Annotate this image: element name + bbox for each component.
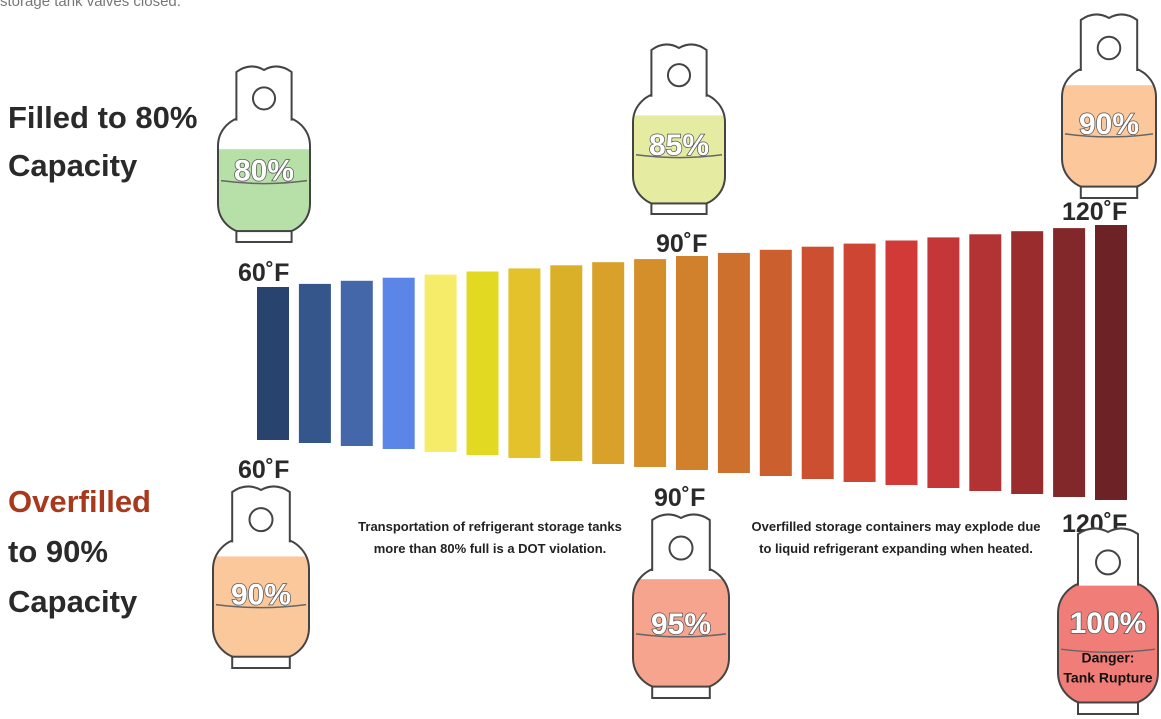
temp-label: 60˚F	[238, 259, 289, 287]
temp-bar	[885, 240, 918, 485]
temp-label: 90˚F	[656, 230, 707, 258]
temp-bar	[801, 246, 834, 479]
temp-bar	[1053, 228, 1086, 497]
tank: 100% Danger: Tank Rupture	[1057, 527, 1159, 715]
temp-bar	[634, 259, 667, 467]
temp-bar	[676, 256, 708, 470]
tank-percent: 90%	[231, 579, 291, 612]
tank-seam	[1060, 648, 1156, 654]
temp-bar	[424, 274, 457, 452]
tank-seam	[635, 633, 727, 638]
note: to liquid refrigerant expanding when hea…	[759, 541, 1033, 556]
tank: 90%	[1061, 13, 1157, 200]
note: Overfilled storage containers may explod…	[752, 519, 1041, 534]
temp-bar	[298, 283, 331, 443]
temp-bar	[257, 287, 289, 440]
tank-foot	[650, 202, 708, 216]
temp-bar	[382, 277, 415, 449]
tank-liquid	[633, 115, 725, 206]
tank-seam	[1064, 133, 1154, 138]
tank-foot	[235, 230, 293, 244]
tank: 90%	[212, 485, 310, 669]
tank: 80%	[217, 65, 311, 244]
tank-foot	[1077, 701, 1139, 715]
temp-bar	[969, 234, 1002, 492]
temp-label: 90˚F	[654, 484, 705, 512]
temp-bar	[550, 265, 583, 461]
tank: 85%	[632, 43, 726, 216]
normal-line2: Capacity	[8, 148, 138, 183]
tank-collar	[650, 43, 708, 97]
tank-collar	[1079, 13, 1139, 71]
normal-line1: Filled to 80%	[8, 100, 197, 135]
tank-collar	[231, 485, 291, 543]
temp-bar	[843, 243, 876, 482]
tanks: 80% 85% 90% 90% 95% 100% Danger: Tank Rupture	[212, 13, 1159, 715]
header-fragment: storage tank valves closed.	[0, 0, 181, 10]
danger-label: Danger:	[1082, 650, 1135, 666]
tank-valve	[1096, 35, 1122, 61]
tank-percent: 90%	[1079, 108, 1139, 141]
note: more than 80% full is a DOT violation.	[374, 541, 607, 556]
temperature-bars	[257, 225, 1127, 500]
temp-bar	[508, 268, 541, 458]
tank: 95%	[632, 513, 730, 699]
over-line3: Capacity	[8, 584, 138, 619]
temp-bar	[1095, 225, 1127, 500]
tank-seam	[635, 154, 723, 159]
tank-valve	[251, 86, 277, 111]
temp-bar	[759, 249, 792, 476]
tank-liquid	[1058, 581, 1158, 705]
tank-percent: 80%	[234, 155, 294, 188]
danger-label: Tank Rupture	[1063, 669, 1152, 685]
tank-collar	[1077, 527, 1139, 586]
temp-bar	[927, 237, 960, 488]
tank-collar	[235, 65, 293, 121]
tank-liquid	[218, 149, 310, 234]
tank-foot	[231, 655, 291, 669]
tank-valve	[666, 63, 692, 88]
tank-foot	[651, 685, 711, 699]
tank-valve	[668, 535, 694, 561]
temp-label: 60˚F	[238, 456, 289, 484]
tank-percent: 85%	[649, 129, 709, 162]
temp-label: 120˚F	[1062, 198, 1127, 226]
tank-valve	[1095, 549, 1121, 576]
tank-percent: 100%	[1070, 607, 1147, 640]
temp-bar	[340, 280, 373, 446]
tank-seam	[215, 603, 307, 609]
over-line1: Overfilled	[8, 484, 151, 519]
tank-liquid	[633, 579, 729, 689]
tank-foot	[1079, 185, 1139, 200]
tank-collar	[651, 513, 711, 571]
temp-bar	[466, 271, 499, 455]
tank-seam	[220, 179, 308, 185]
over-line2: to 90%	[8, 534, 108, 569]
note: Transportation of refrigerant storage ta…	[358, 519, 622, 534]
temp-bar	[1011, 231, 1044, 494]
temp-bar	[717, 252, 750, 473]
tank-valve	[248, 507, 274, 533]
tank-percent: 95%	[651, 608, 711, 641]
temp-bar	[592, 262, 625, 464]
